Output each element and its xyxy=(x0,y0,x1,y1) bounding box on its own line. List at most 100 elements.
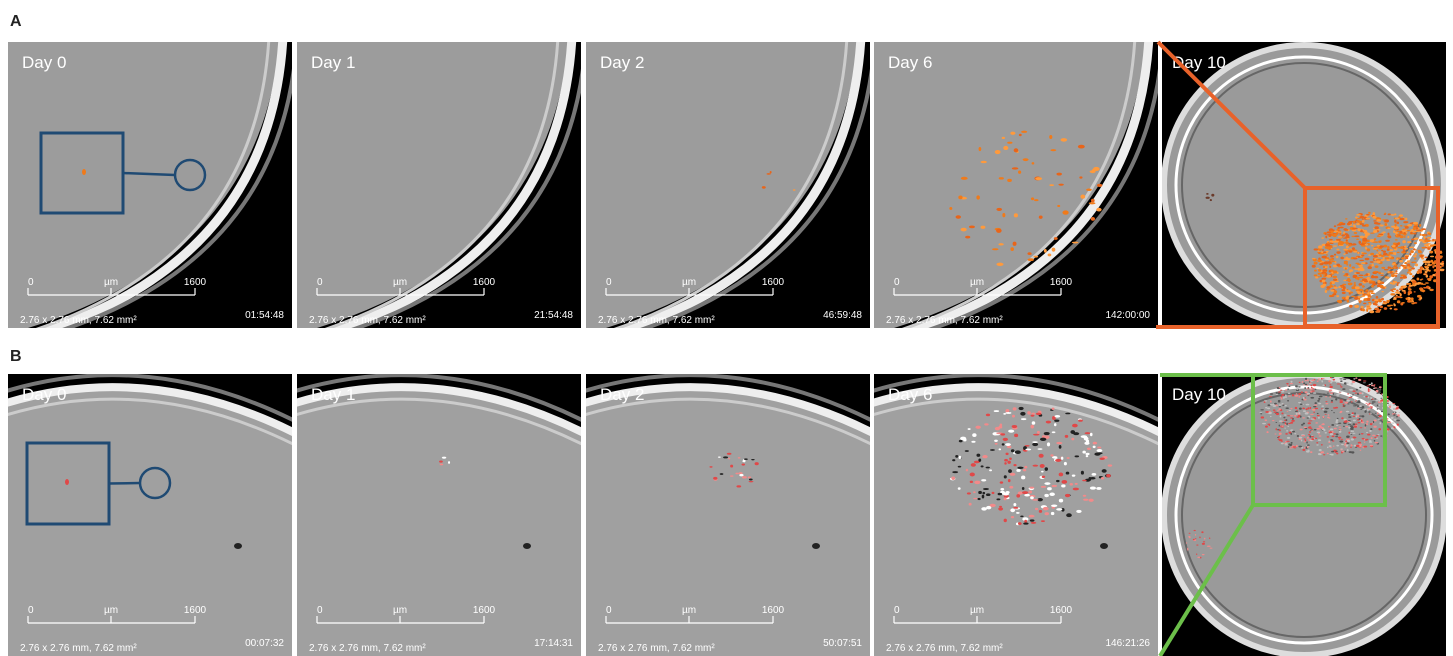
cell xyxy=(992,492,995,494)
panel-label: A xyxy=(10,13,22,30)
cell xyxy=(1333,412,1335,413)
cell xyxy=(1002,137,1005,139)
cell xyxy=(1404,230,1407,232)
cell xyxy=(1311,430,1313,431)
cell xyxy=(1270,404,1273,406)
cell xyxy=(1331,410,1332,411)
cell xyxy=(1328,414,1330,415)
cell xyxy=(1078,145,1085,149)
cell xyxy=(1341,417,1343,419)
cell xyxy=(1004,459,1008,462)
cell xyxy=(1091,217,1095,221)
cell xyxy=(1362,308,1365,311)
cell xyxy=(1409,272,1412,274)
cell xyxy=(1210,199,1212,201)
cell xyxy=(1384,214,1386,215)
cell xyxy=(1352,227,1355,229)
cell xyxy=(1388,422,1391,423)
cell xyxy=(1406,283,1411,285)
cell xyxy=(1093,442,1097,445)
cell xyxy=(1201,531,1203,533)
cell xyxy=(1302,449,1305,451)
cell xyxy=(1004,462,1006,465)
cell xyxy=(1418,250,1421,252)
cell xyxy=(1084,432,1090,434)
cell xyxy=(1011,516,1014,518)
cell xyxy=(1399,267,1401,269)
scale-start: 0 xyxy=(606,605,612,616)
cell xyxy=(1089,202,1096,204)
cell xyxy=(967,492,971,494)
cell xyxy=(1329,266,1331,268)
cell xyxy=(1338,231,1342,232)
cell xyxy=(1411,303,1414,304)
cell xyxy=(1300,404,1303,405)
cell xyxy=(1261,416,1264,418)
cell xyxy=(1351,383,1354,385)
panel-label: B xyxy=(10,348,22,365)
cell xyxy=(1410,232,1413,234)
cell xyxy=(1346,273,1349,275)
cell xyxy=(1429,251,1433,254)
cell xyxy=(1321,451,1325,453)
cell xyxy=(1393,298,1397,300)
cell xyxy=(1294,415,1296,417)
cell xyxy=(1377,256,1381,257)
cell xyxy=(1425,238,1427,240)
cell xyxy=(1292,431,1295,433)
cell xyxy=(1417,278,1420,281)
cell xyxy=(1284,444,1288,445)
cell xyxy=(1354,235,1359,237)
cell xyxy=(1427,237,1431,239)
cell xyxy=(1315,422,1318,423)
cell xyxy=(1100,457,1105,460)
cell xyxy=(1375,413,1377,414)
cell xyxy=(1328,442,1330,443)
cell xyxy=(1314,270,1317,272)
cell xyxy=(1371,437,1373,439)
cell xyxy=(1362,239,1367,241)
cell xyxy=(1329,418,1331,419)
day-label: Day 0 xyxy=(22,385,66,404)
cell xyxy=(1054,423,1056,426)
cell xyxy=(1374,419,1377,421)
cell xyxy=(1397,282,1400,284)
cell xyxy=(1305,380,1307,381)
cell xyxy=(1349,397,1353,398)
cell xyxy=(1288,423,1291,424)
cell xyxy=(996,208,1002,211)
cell xyxy=(1327,453,1329,455)
cell xyxy=(1336,295,1339,297)
cell xyxy=(1383,245,1387,248)
cell xyxy=(1055,415,1061,418)
cell xyxy=(1359,277,1363,278)
cell xyxy=(1397,300,1401,303)
cell xyxy=(974,481,980,484)
cell xyxy=(1333,235,1337,237)
cell xyxy=(952,459,955,461)
cell xyxy=(1365,273,1368,276)
cell xyxy=(1322,384,1325,386)
cell xyxy=(1298,393,1301,395)
cell xyxy=(1301,435,1305,437)
cell xyxy=(1407,260,1411,263)
cell xyxy=(1280,415,1282,417)
cell xyxy=(1334,231,1339,233)
cell xyxy=(1379,388,1381,390)
cell xyxy=(1041,486,1046,488)
cell xyxy=(1329,390,1331,392)
cell xyxy=(1044,249,1047,253)
cell xyxy=(1389,250,1391,251)
cell xyxy=(1324,411,1328,413)
cell xyxy=(1362,220,1365,223)
cell xyxy=(1305,384,1308,385)
cell xyxy=(1340,380,1343,382)
cell xyxy=(971,441,975,443)
cell xyxy=(1407,224,1412,226)
cell xyxy=(1413,222,1418,225)
cell xyxy=(1337,418,1339,419)
cell xyxy=(1287,389,1289,390)
cell xyxy=(1003,146,1008,150)
cell xyxy=(1011,449,1015,452)
cell xyxy=(1278,401,1281,402)
